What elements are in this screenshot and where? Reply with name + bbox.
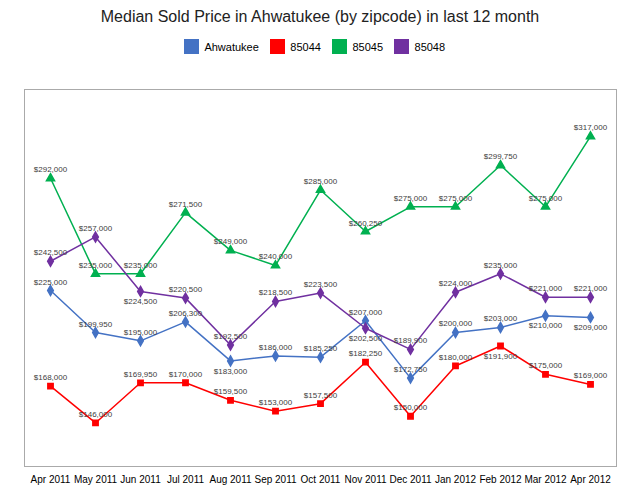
svg-text:Dec 2011: Dec 2011 bbox=[389, 473, 432, 484]
svg-text:$292,000: $292,000 bbox=[34, 165, 68, 174]
svg-text:Mar 2012: Mar 2012 bbox=[524, 473, 567, 484]
svg-text:$189,900: $189,900 bbox=[394, 336, 428, 345]
svg-text:$180,000: $180,000 bbox=[439, 352, 473, 361]
svg-text:$199,950: $199,950 bbox=[79, 319, 113, 328]
svg-text:$183,000: $183,000 bbox=[214, 366, 248, 375]
svg-text:$220,500: $220,500 bbox=[169, 285, 203, 294]
svg-text:$218,500: $218,500 bbox=[259, 288, 293, 297]
svg-text:$224,500: $224,500 bbox=[124, 297, 158, 306]
svg-text:$157,500: $157,500 bbox=[304, 390, 338, 399]
svg-text:$195,000: $195,000 bbox=[124, 327, 158, 336]
html-text:Ahwatukee: Ahwatukee bbox=[204, 40, 259, 53]
svg-text:Oct 2011: Oct 2011 bbox=[301, 473, 341, 484]
svg-text:$242,500: $242,500 bbox=[34, 248, 68, 257]
svg-text:$169,000: $169,000 bbox=[574, 371, 608, 380]
html-text:85044: 85044 bbox=[290, 40, 321, 53]
svg-text:$200,000: $200,000 bbox=[439, 319, 473, 328]
svg-text:$260,250: $260,250 bbox=[349, 218, 383, 227]
svg-text:$285,000: $285,000 bbox=[304, 177, 338, 186]
svg-text:$150,000: $150,000 bbox=[394, 403, 428, 412]
svg-text:$146,000: $146,000 bbox=[79, 409, 113, 418]
svg-text:$235,000: $235,000 bbox=[484, 260, 518, 269]
svg-text:$235,000: $235,000 bbox=[124, 260, 158, 269]
svg-text:$207,000: $207,000 bbox=[349, 307, 383, 316]
svg-text:$275,000: $275,000 bbox=[439, 193, 473, 202]
svg-text:$223,500: $223,500 bbox=[304, 280, 338, 289]
svg-text:$275,000: $275,000 bbox=[529, 193, 563, 202]
svg-text:$275,000: $275,000 bbox=[394, 193, 428, 202]
svg-text:$249,000: $249,000 bbox=[214, 237, 248, 246]
svg-text:May 2011: May 2011 bbox=[74, 473, 118, 484]
svg-text:$170,000: $170,000 bbox=[169, 369, 203, 378]
html-text:85048: 85048 bbox=[414, 40, 446, 53]
svg-text:$221,000: $221,000 bbox=[529, 284, 563, 293]
svg-text:$186,000: $186,000 bbox=[259, 342, 293, 351]
svg-text:Feb 2012: Feb 2012 bbox=[479, 473, 522, 484]
svg-text:$210,000: $210,000 bbox=[529, 321, 563, 330]
svg-text:Jan 2012: Jan 2012 bbox=[435, 473, 477, 484]
svg-text:$299,750: $299,750 bbox=[484, 152, 518, 161]
svg-text:Jun 2011: Jun 2011 bbox=[120, 473, 161, 484]
svg-text:$206,300: $206,300 bbox=[169, 308, 203, 317]
svg-text:$168,000: $168,000 bbox=[34, 373, 68, 382]
svg-text:$175,000: $175,000 bbox=[529, 361, 563, 370]
svg-text:$203,000: $203,000 bbox=[484, 314, 518, 323]
svg-text:$185,250: $185,250 bbox=[304, 344, 338, 353]
svg-text:Jul 2011: Jul 2011 bbox=[167, 473, 205, 484]
svg-text:$159,500: $159,500 bbox=[214, 387, 248, 396]
svg-text:$225,000: $225,000 bbox=[34, 277, 68, 286]
svg-text:$182,250: $182,250 bbox=[349, 349, 383, 358]
svg-text:$191,900: $191,900 bbox=[484, 351, 518, 360]
svg-text:$271,500: $271,500 bbox=[169, 199, 203, 208]
svg-text:$172,750: $172,750 bbox=[394, 365, 428, 374]
svg-text:$240,000: $240,000 bbox=[259, 252, 293, 261]
svg-text:Apr 2011: Apr 2011 bbox=[31, 473, 71, 484]
svg-text:$169,950: $169,950 bbox=[124, 369, 158, 378]
html-text:85045: 85045 bbox=[352, 40, 383, 53]
svg-text:Aug 2011: Aug 2011 bbox=[209, 473, 252, 484]
svg-text:$224,000: $224,000 bbox=[439, 279, 473, 288]
svg-text:$192,500: $192,500 bbox=[214, 332, 248, 341]
svg-text:Nov 2011: Nov 2011 bbox=[344, 473, 387, 484]
svg-text:$209,000: $209,000 bbox=[574, 323, 608, 332]
svg-text:$257,000: $257,000 bbox=[79, 223, 113, 232]
svg-text:$202,500: $202,500 bbox=[349, 333, 383, 342]
svg-text:$235,000: $235,000 bbox=[79, 260, 113, 269]
svg-text:$317,000: $317,000 bbox=[574, 123, 608, 132]
html-text:Median Sold Price in Ahwatukee: Median Sold Price in Ahwatukee (by zipco… bbox=[100, 8, 540, 25]
svg-text:$153,000: $153,000 bbox=[259, 398, 293, 407]
svg-text:Sep 2011: Sep 2011 bbox=[254, 473, 297, 484]
svg-text:Apr 2012: Apr 2012 bbox=[570, 473, 611, 484]
svg-text:$221,000: $221,000 bbox=[574, 284, 608, 293]
